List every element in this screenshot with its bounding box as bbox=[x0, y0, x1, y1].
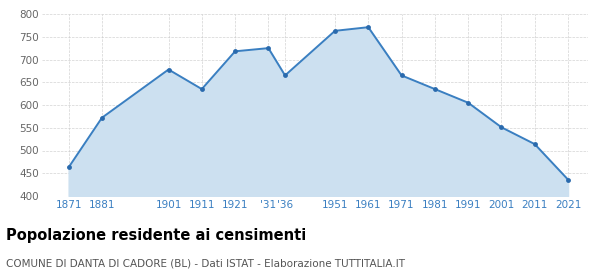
Text: COMUNE DI DANTA DI CADORE (BL) - Dati ISTAT - Elaborazione TUTTITALIA.IT: COMUNE DI DANTA DI CADORE (BL) - Dati IS… bbox=[6, 259, 405, 269]
Text: Popolazione residente ai censimenti: Popolazione residente ai censimenti bbox=[6, 228, 306, 243]
